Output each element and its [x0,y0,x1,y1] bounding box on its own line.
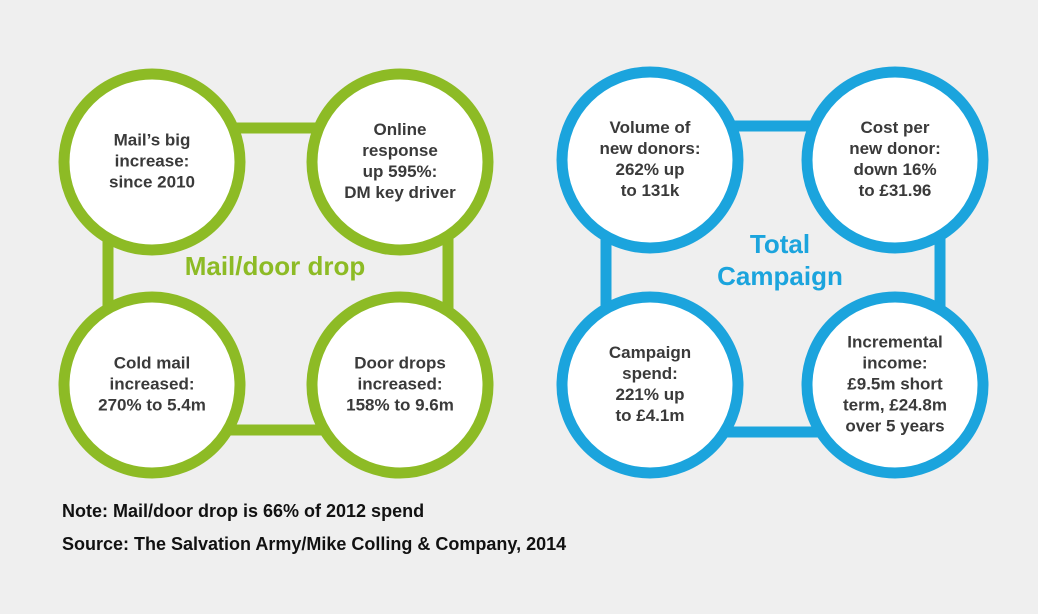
node-text: £9.5m short [847,374,943,393]
node-circle [801,66,989,254]
node-circle [556,66,744,254]
group-title: Mail/door drop [185,251,366,281]
node-text: Campaign [609,343,691,362]
node-circle [58,68,246,256]
node-text: to 131k [621,181,680,200]
node-text: to £4.1m [616,406,685,425]
connector [600,120,946,438]
node-circle [58,291,246,479]
node-text: to £31.96 [859,181,932,200]
group-title: Campaign [717,261,843,291]
node-text: Cold mail [114,353,191,372]
node-text: new donors: [599,139,700,158]
node-text: Cost per [861,118,930,137]
node-circle [801,291,989,479]
node-text: Incremental [847,332,942,351]
node-text: DM key driver [344,183,456,202]
connector [102,122,454,436]
node-text: spend: [622,364,678,383]
node-text: 270% to 5.4m [98,395,206,414]
node-text: Door drops [354,353,446,372]
node-text: new donor: [849,139,941,158]
node-text: Online [374,120,427,139]
node-text: up 595%: [363,162,438,181]
node-text: since 2010 [109,172,195,191]
node-text: over 5 years [845,416,944,435]
node-text: term, £24.8m [843,395,947,414]
node-text: down 16% [853,160,936,179]
node-text: 262% up [616,160,685,179]
node-text: 158% to 9.6m [346,395,454,414]
node-text: increased: [357,374,442,393]
node-text: income: [862,353,927,372]
node-circle [556,291,744,479]
node-text: increase: [115,151,190,170]
node-circle [306,291,494,479]
node-text: Mail’s big [114,130,191,149]
node-circle [306,68,494,256]
node-text: Volume of [610,118,691,137]
note: Note: Mail/door drop is 66% of 2012 spen… [62,501,424,521]
node-text: response [362,141,438,160]
group-title: Total [750,229,810,259]
source: Source: The Salvation Army/Mike Colling … [62,534,566,554]
node-text: 221% up [616,385,685,404]
node-text: increased: [109,374,194,393]
